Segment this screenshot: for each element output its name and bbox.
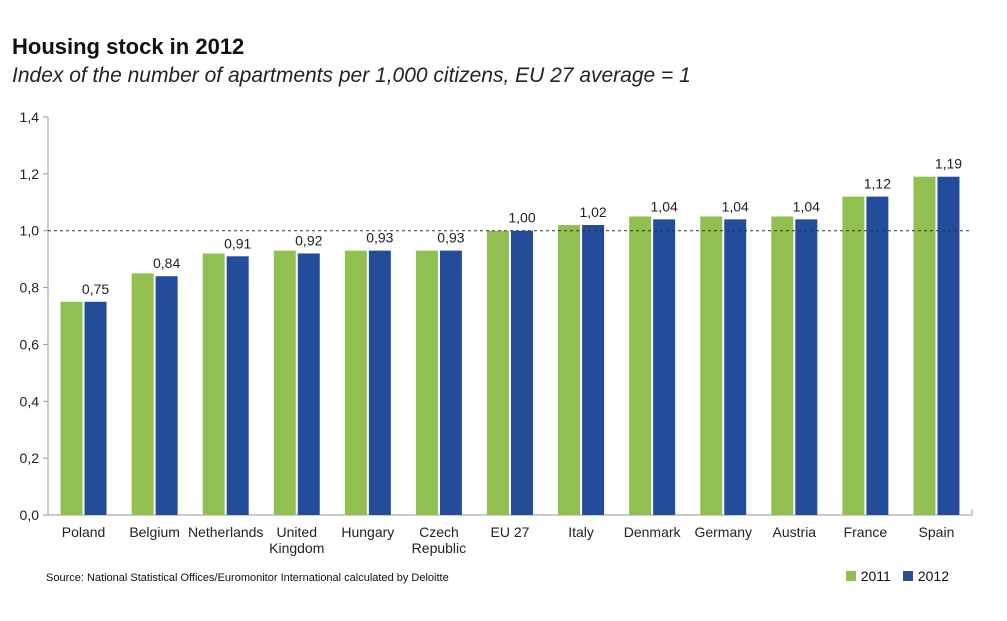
data-label: 1,04 [793, 198, 820, 214]
bar-2012 [724, 219, 747, 516]
x-tick-label: EU 27 [491, 524, 530, 540]
bar-2011 [771, 216, 794, 515]
x-tick-label: Poland [62, 524, 106, 540]
y-tick-label: 1,4 [20, 109, 40, 125]
legend-swatch-2011 [845, 571, 856, 581]
data-label: 0,92 [295, 232, 322, 248]
x-tick-label: Netherlands [188, 524, 264, 540]
data-label: 1,12 [864, 176, 891, 192]
data-label: 0,75 [82, 281, 109, 297]
bar-2012 [226, 256, 249, 515]
bar-2011 [842, 196, 865, 515]
bar-2011 [273, 250, 296, 515]
data-label: 0,91 [224, 235, 251, 251]
x-tick-label: Austria [773, 524, 817, 540]
y-tick-label: 0,4 [20, 393, 40, 409]
bar-2012 [582, 225, 605, 515]
bar-2012 [866, 196, 889, 515]
bar-2012 [795, 219, 818, 516]
bar-2012 [511, 230, 533, 515]
bar-2012 [937, 176, 960, 515]
bar-2011 [913, 176, 936, 515]
chart-title: Housing stock in 2012 [12, 34, 245, 59]
bar-2011 [202, 253, 225, 515]
x-tick-label: United Kingdom [269, 524, 324, 556]
chart-subtitle: Index of the number of apartments per 1,… [12, 64, 691, 87]
data-label: 1,00 [508, 210, 535, 226]
bar-2011 [60, 301, 83, 515]
data-label: 1,04 [722, 198, 749, 214]
bar-2011 [629, 216, 652, 515]
x-tick-label: Denmark [624, 524, 682, 540]
bar-2011 [700, 216, 723, 515]
legend: 2011 2012 [845, 568, 949, 584]
bar-2011 [131, 273, 154, 515]
legend-swatch-2012 [902, 571, 913, 581]
data-label: 1,19 [935, 156, 962, 172]
bar-2011 [487, 230, 509, 515]
bar-2011 [344, 250, 367, 515]
legend-item-2011: 2011 [845, 568, 891, 584]
x-tick-label: Belgium [129, 524, 180, 540]
bar-2012 [155, 276, 178, 515]
x-tick-label: Hungary [341, 524, 394, 540]
bar-2012 [439, 250, 462, 515]
x-tick-label: Italy [568, 524, 594, 540]
bar-2012 [297, 253, 320, 515]
x-tick-label: Germany [694, 524, 752, 540]
data-label: 0,93 [437, 230, 464, 246]
y-tick-label: 1,0 [20, 223, 40, 239]
bar-2012 [368, 250, 391, 515]
y-tick-label: 0,2 [20, 450, 40, 466]
x-tick-label: France [844, 524, 888, 540]
y-tick-label: 0,8 [20, 280, 40, 296]
bar-2012 [653, 219, 676, 516]
y-tick-label: 0,6 [20, 336, 40, 352]
bar-2011 [415, 250, 438, 515]
data-label: 0,93 [366, 230, 393, 246]
x-tick-label: Spain [919, 524, 955, 540]
y-tick-label: 1,2 [20, 166, 40, 182]
legend-item-2012: 2012 [902, 568, 949, 584]
bar-2012 [84, 301, 107, 515]
bar-2011 [558, 225, 581, 515]
data-label: 1,02 [579, 204, 606, 220]
data-label: 0,84 [153, 255, 180, 271]
legend-label-2012: 2012 [917, 568, 949, 584]
y-tick-label: 0,0 [20, 507, 40, 523]
x-tick-label: Czech Republic [412, 524, 466, 556]
source-note: Source: National Statistical Offices/Eur… [46, 572, 449, 584]
data-label: 1,04 [651, 198, 678, 214]
legend-label-2011: 2011 [860, 568, 891, 584]
